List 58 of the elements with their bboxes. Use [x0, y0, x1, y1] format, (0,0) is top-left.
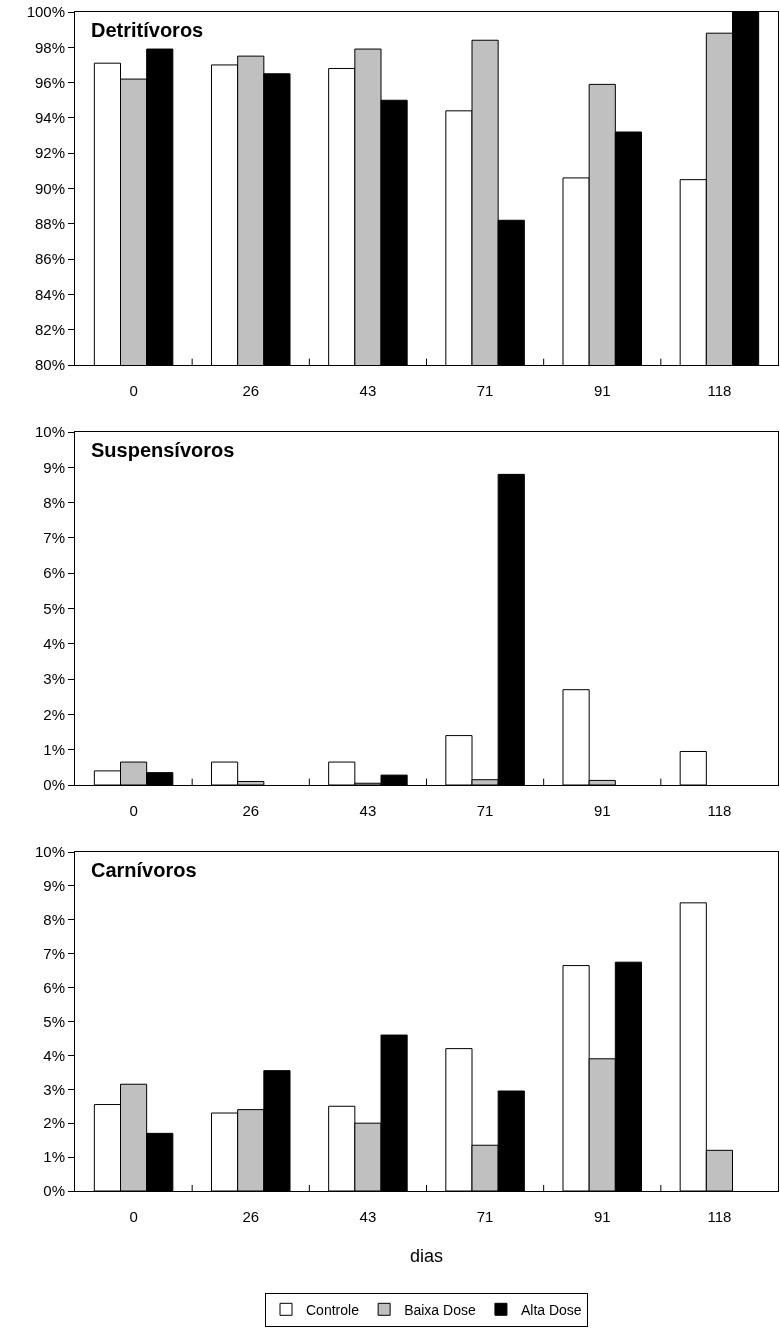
x-tick-label: 43: [359, 382, 377, 399]
y-tick-label: 9%: [43, 877, 65, 895]
x-tick-label: 118: [707, 1208, 732, 1225]
y-tick-label: 5%: [43, 599, 65, 617]
y-tick-label: 10%: [34, 423, 65, 441]
x-tick-label: 71: [476, 382, 494, 399]
y-tick-label: 6%: [43, 978, 65, 996]
chart-title: Detritívoros: [91, 19, 204, 41]
y-tick-label: 1%: [43, 740, 65, 758]
y-tick-label: 10%: [34, 843, 65, 861]
y-tick-label: 0%: [43, 776, 65, 794]
x-tick-label: 118: [707, 382, 732, 399]
y-tick-label: 92%: [34, 144, 65, 162]
x-tick-label: 71: [476, 1208, 494, 1225]
x-tick-label: 91: [593, 382, 611, 399]
x-tick-label: 91: [593, 802, 611, 819]
x-tick-label: 43: [359, 1208, 377, 1225]
x-tick-label: 0: [129, 802, 138, 819]
y-tick-label: 6%: [43, 564, 65, 582]
x-tick-label: 26: [242, 382, 260, 399]
x-tick-label: 43: [359, 802, 377, 819]
chart-title: Suspensívoros: [91, 439, 235, 461]
x-tick-label: 26: [242, 1208, 260, 1225]
y-tick-label: 7%: [43, 529, 65, 547]
chart-title: Carnívoros: [91, 859, 197, 881]
x-tick-label: 26: [242, 802, 260, 819]
legend-label: Baixa Dose: [404, 1301, 476, 1318]
y-tick-label: 8%: [43, 493, 65, 511]
y-tick-label: 94%: [34, 109, 65, 127]
x-tick-label: 0: [129, 382, 138, 399]
x-tick-label: 71: [476, 802, 494, 819]
y-tick-label: 86%: [34, 250, 65, 268]
x-tick-label: 91: [593, 1208, 611, 1225]
y-tick-label: 1%: [43, 1148, 65, 1166]
y-tick-label: 88%: [34, 215, 65, 233]
y-tick-label: 96%: [34, 73, 65, 91]
x-axis-title: dias: [409, 1246, 444, 1267]
x-tick-label: 118: [707, 802, 732, 819]
x-tick-label: 0: [129, 1208, 138, 1225]
y-tick-label: 2%: [43, 1114, 65, 1132]
y-tick-label: 4%: [43, 635, 65, 653]
legend-label: Controle: [306, 1301, 360, 1318]
y-tick-label: 0%: [43, 1182, 65, 1200]
y-tick-label: 82%: [34, 320, 65, 338]
legend-label: Alta Dose: [520, 1301, 582, 1318]
y-tick-label: 100%: [26, 3, 65, 21]
y-tick-label: 84%: [34, 285, 65, 303]
y-tick-label: 7%: [43, 944, 65, 962]
y-tick-label: 8%: [43, 911, 65, 929]
y-tick-label: 90%: [34, 179, 65, 197]
y-tick-label: 80%: [34, 356, 65, 374]
y-tick-label: 9%: [43, 458, 65, 476]
y-tick-label: 3%: [43, 1080, 65, 1098]
y-tick-label: 4%: [43, 1046, 65, 1064]
y-tick-label: 5%: [43, 1012, 65, 1030]
y-tick-label: 98%: [34, 38, 65, 56]
y-tick-label: 3%: [43, 670, 65, 688]
y-tick-label: 2%: [43, 705, 65, 723]
